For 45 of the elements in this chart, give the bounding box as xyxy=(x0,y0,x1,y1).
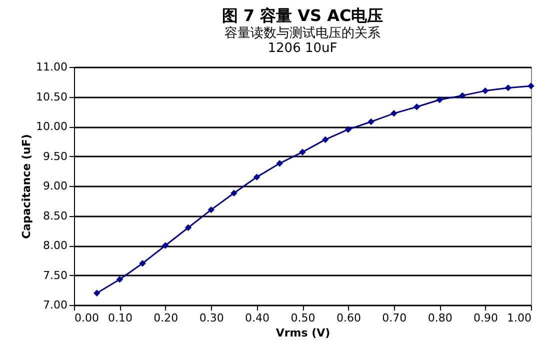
x-tick-label: 0.20 xyxy=(154,312,178,324)
chart-title: 图 7 容量 VS AC电压 xyxy=(222,6,384,25)
point xyxy=(139,260,146,267)
point xyxy=(413,104,420,110)
point xyxy=(368,118,374,126)
point xyxy=(162,242,169,249)
x-tick-label: 0.10 xyxy=(108,312,132,324)
x-tick-label: 0.40 xyxy=(245,312,270,324)
x-tick-label: 1.00 xyxy=(507,312,532,324)
x-tick-label: 0.00 xyxy=(74,312,99,324)
point xyxy=(528,82,534,90)
y-tick-label: 8.50 xyxy=(43,209,68,222)
x-tick-label: 0.90 xyxy=(474,312,498,324)
x-axis-title: Vrms (V) xyxy=(276,326,330,340)
y-tick-label: 9.00 xyxy=(43,180,68,192)
point xyxy=(482,87,489,94)
point xyxy=(276,160,284,167)
point xyxy=(436,96,443,104)
point xyxy=(299,148,306,156)
y-tick-label: 8.00 xyxy=(43,239,68,252)
y-axis-title: Capacitance (uF) xyxy=(20,134,34,239)
point xyxy=(459,92,466,99)
point xyxy=(390,110,398,117)
text: 1206 10uF xyxy=(268,41,338,56)
point xyxy=(184,224,192,232)
y-tick-label: 7.50 xyxy=(43,268,68,282)
point xyxy=(116,276,124,283)
point xyxy=(208,206,214,214)
point xyxy=(504,84,512,92)
point xyxy=(322,136,329,143)
point xyxy=(230,190,238,196)
y-tick-label: 10.00 xyxy=(36,120,68,133)
point xyxy=(253,174,260,180)
x-tick-label: 0.30 xyxy=(199,312,224,324)
y-tick-label: 10.50 xyxy=(36,90,68,104)
x-tick-label: 0.60 xyxy=(336,312,361,324)
point xyxy=(344,126,352,133)
x-tick-label: 0.50 xyxy=(290,312,316,324)
chart-subtitle: 容量读数与测试电压的关系 xyxy=(224,25,380,41)
point xyxy=(93,290,100,296)
y-tick-label: 11.00 xyxy=(36,60,68,74)
y-tick-label: 9.50 xyxy=(43,150,68,163)
y-tick-label: 7.00 xyxy=(43,298,68,312)
x-tick-label: 0.80 xyxy=(428,312,452,324)
x-tick-label: 0.70 xyxy=(382,312,407,324)
